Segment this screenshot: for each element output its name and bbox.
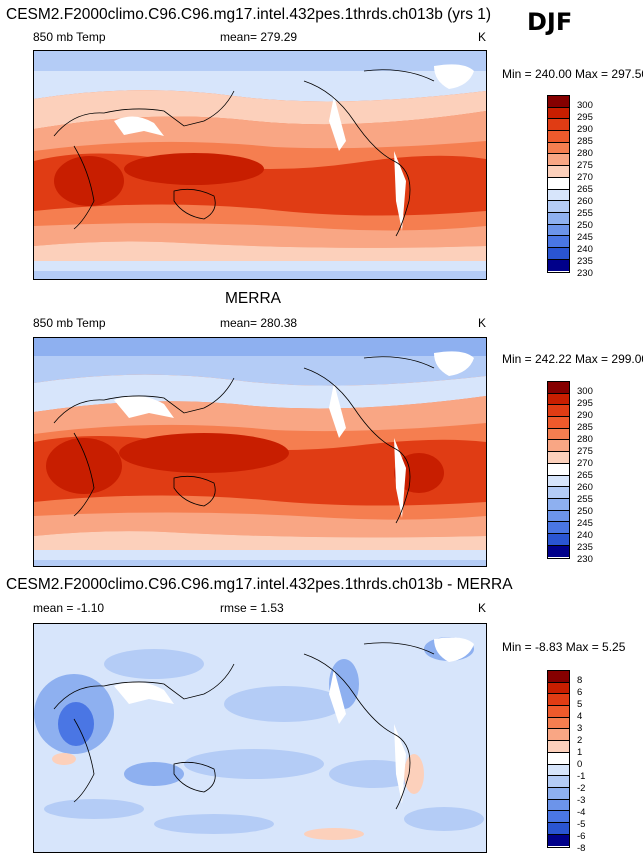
panel1-field: 850 mb Temp (33, 30, 106, 44)
panel2-units: K (478, 316, 487, 330)
panel3-title: CESM2.F2000climo.C96.C96.mg17.intel.432p… (6, 576, 513, 593)
cb1-tick: 285 (577, 136, 593, 147)
panel3-minmax: Min = -8.83 Max = 5.25 (502, 640, 626, 654)
cb3-tick: 6 (577, 687, 583, 698)
cb3-tick: 8 (577, 675, 583, 686)
panel2-title: MERRA (225, 290, 281, 307)
panel1-minmax: Min = 240.00 Max = 297.50 (502, 67, 643, 81)
panel3-map (33, 623, 487, 853)
panel2-field: 850 mb Temp (33, 316, 106, 330)
panel1-mean: mean= 279.29 (220, 30, 298, 44)
cb2-tick: 245 (577, 518, 593, 529)
panel3-mean: mean = -1.10 (33, 601, 105, 615)
cb2-tick: 230 (577, 554, 593, 565)
cb2-tick: 295 (577, 398, 593, 409)
cb3-tick: 4 (577, 711, 583, 722)
cb2-tick: 300 (577, 386, 593, 397)
cb3-tick: -8 (577, 843, 586, 854)
cb2-tick: 285 (577, 422, 593, 433)
panel1-colorbar (547, 95, 570, 273)
panel1-title: CESM2.F2000climo.C96.C96.mg17.intel.432p… (6, 6, 492, 23)
cb3-tick: -5 (577, 819, 586, 830)
cb2-tick: 240 (577, 530, 593, 541)
panel2-map (33, 337, 487, 567)
cb1-tick: 245 (577, 232, 593, 243)
cb1-tick: 280 (577, 148, 593, 159)
cb2-tick: 275 (577, 446, 593, 457)
cb2-tick: 270 (577, 458, 593, 469)
panel3-units: K (478, 601, 487, 615)
cb1-tick: 230 (577, 268, 593, 279)
cb1-tick: 255 (577, 208, 593, 219)
cb3-tick: 3 (577, 723, 583, 734)
cb3-tick: 2 (577, 735, 583, 746)
cb3-tick: -3 (577, 795, 586, 806)
cb2-tick: 290 (577, 410, 593, 421)
cb2-tick: 265 (577, 470, 593, 481)
panel3-colorbar (547, 670, 570, 848)
panel1-units: K (478, 30, 487, 44)
cb1-tick: 300 (577, 100, 593, 111)
cb1-tick: 250 (577, 220, 593, 231)
cb2-tick: 280 (577, 434, 593, 445)
panel3-rmse: rmse = 1.53 (220, 601, 284, 615)
cb3-tick: -2 (577, 783, 586, 794)
cb1-tick: 290 (577, 124, 593, 135)
cb3-tick: -1 (577, 771, 586, 782)
season-label: DJF (527, 8, 573, 36)
panel2-mean: mean= 280.38 (220, 316, 298, 330)
panel2-minmax: Min = 242.22 Max = 299.00 (502, 352, 643, 366)
cb1-tick: 270 (577, 172, 593, 183)
cb1-tick: 235 (577, 256, 593, 267)
cb2-tick: 250 (577, 506, 593, 517)
cb2-tick: 255 (577, 494, 593, 505)
cb1-tick: 275 (577, 160, 593, 171)
cb1-tick: 265 (577, 184, 593, 195)
cb3-tick: 1 (577, 747, 583, 758)
cb2-tick: 235 (577, 542, 593, 553)
cb3-tick: 0 (577, 759, 583, 770)
cb3-tick: -4 (577, 807, 586, 818)
cb1-tick: 240 (577, 244, 593, 255)
panel1-map (33, 50, 487, 280)
panel2-colorbar (547, 381, 570, 559)
cb3-tick: -6 (577, 831, 586, 842)
cb3-tick: 5 (577, 699, 583, 710)
cb1-tick: 260 (577, 196, 593, 207)
cb2-tick: 260 (577, 482, 593, 493)
cb1-tick: 295 (577, 112, 593, 123)
